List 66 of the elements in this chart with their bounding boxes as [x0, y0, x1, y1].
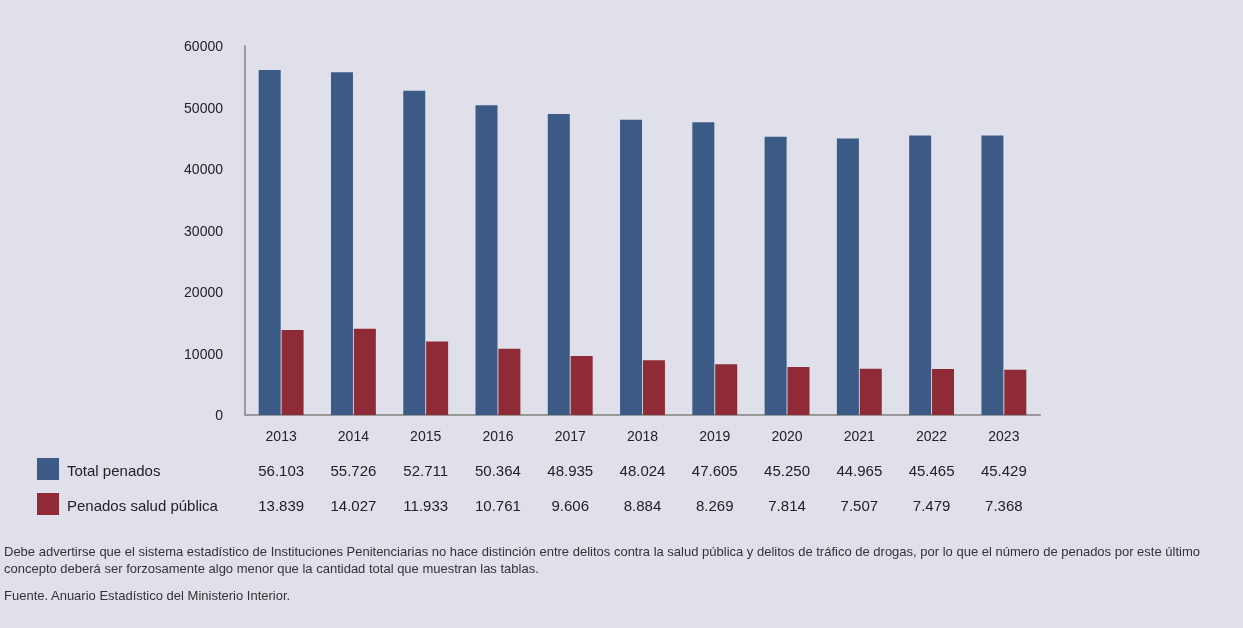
- y-tick-label: 60000: [184, 38, 224, 54]
- bar: [981, 135, 1004, 415]
- bar: [620, 119, 643, 415]
- bar: [403, 90, 426, 415]
- data-label: 50.364: [475, 461, 521, 479]
- x-tick-label: 2017: [554, 428, 587, 444]
- bar: [281, 329, 304, 415]
- x-tick-label: 2016: [482, 428, 514, 444]
- data-label: 56.103: [258, 461, 305, 479]
- bar: [570, 355, 593, 415]
- data-label: 13.839: [258, 496, 305, 514]
- data-label: 7.479: [912, 496, 951, 514]
- bar: [498, 348, 521, 415]
- y-tick-label: 20000: [184, 284, 224, 300]
- data-label: 45.465: [908, 461, 955, 479]
- x-tick-label: 2022: [916, 428, 948, 444]
- x-tick-label: 2018: [626, 428, 659, 444]
- data-label: 8.884: [623, 496, 662, 514]
- data-label: 7.368: [985, 496, 1023, 514]
- bar: [1004, 369, 1027, 415]
- bar: [764, 136, 787, 415]
- data-label: 55.726: [330, 461, 377, 479]
- bar: [258, 69, 281, 415]
- x-tick-label: 2021: [843, 428, 876, 444]
- x-tick-label: 2015: [410, 428, 442, 444]
- bar: [692, 122, 715, 415]
- bar: [909, 135, 932, 415]
- data-label: 48.935: [547, 461, 594, 479]
- x-tick-label: 2014: [337, 428, 370, 444]
- data-label: 47.605: [691, 461, 738, 479]
- data-label: 10.761: [475, 496, 521, 514]
- legend-label: Total penados: [67, 461, 161, 479]
- data-label: 9.606: [551, 496, 589, 514]
- y-tick-label: 50000: [184, 99, 224, 116]
- bar: [426, 341, 449, 415]
- bar: [932, 369, 955, 415]
- data-label: 7.814: [768, 496, 806, 514]
- bar: [836, 138, 859, 415]
- data-label: 7.507: [840, 496, 879, 514]
- bar: [642, 360, 665, 415]
- data-label: 48.024: [619, 461, 666, 479]
- data-label: 8.269: [696, 496, 734, 514]
- legend-label: Penados salud pública: [67, 496, 219, 514]
- bar: [475, 105, 498, 415]
- x-tick-label: 2019: [699, 428, 731, 444]
- bar: [859, 368, 882, 415]
- y-tick-label: 0: [215, 407, 224, 423]
- text: Debe advertirse que el sistema estadístico de Instituciones Penitenciarias no hace distinción entre delitos contra la salud pública y delitos de tráfico de drogas, por lo que el número de penados por este último concepto deberá ser forzosamente algo menor que la cantidad total que muestran las tablas.: [4, 543, 1201, 577]
- data-label: 52.711: [403, 461, 449, 479]
- bar: [353, 328, 376, 415]
- x-tick-label: 2023: [988, 428, 1020, 444]
- bar: [715, 364, 738, 415]
- y-tick-label: 10000: [184, 345, 224, 362]
- bar: [547, 114, 570, 415]
- y-tick-label: 30000: [184, 222, 224, 239]
- source-note: Fuente. Anuario Estadístico del Ministerio Interior.: [4, 587, 292, 604]
- x-tick-label: 2020: [771, 428, 803, 444]
- data-label: 44.965: [836, 461, 883, 479]
- bar: [787, 366, 810, 415]
- y-tick-label: 40000: [184, 161, 224, 177]
- bar: [330, 72, 353, 415]
- data-label: 14.027: [330, 496, 377, 514]
- data-label: 45.250: [764, 461, 810, 479]
- data-label: 11.933: [403, 496, 449, 514]
- x-tick-label: 2013: [265, 428, 297, 444]
- data-label: 45.429: [980, 461, 1027, 479]
